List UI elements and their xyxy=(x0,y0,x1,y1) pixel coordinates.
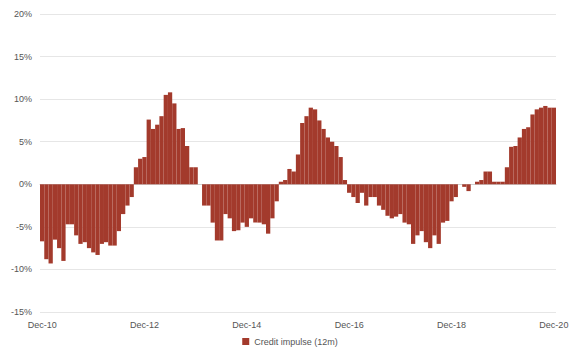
svg-text:-15%: -15% xyxy=(11,307,32,317)
svg-text:Dec-14: Dec-14 xyxy=(232,320,261,330)
svg-text:Credit impulse (12m): Credit impulse (12m) xyxy=(254,337,338,347)
svg-text:-5%: -5% xyxy=(16,222,32,232)
svg-text:Dec-12: Dec-12 xyxy=(130,320,159,330)
svg-text:20%: 20% xyxy=(14,9,32,19)
svg-text:5%: 5% xyxy=(19,137,32,147)
svg-text:Dec-18: Dec-18 xyxy=(437,320,466,330)
svg-text:Dec-10: Dec-10 xyxy=(28,320,57,330)
svg-text:0%: 0% xyxy=(19,179,32,189)
svg-text:-10%: -10% xyxy=(11,264,32,274)
svg-text:Dec-20: Dec-20 xyxy=(539,320,568,330)
svg-text:15%: 15% xyxy=(14,52,32,62)
svg-text:Dec-16: Dec-16 xyxy=(335,320,364,330)
svg-text:10%: 10% xyxy=(14,94,32,104)
